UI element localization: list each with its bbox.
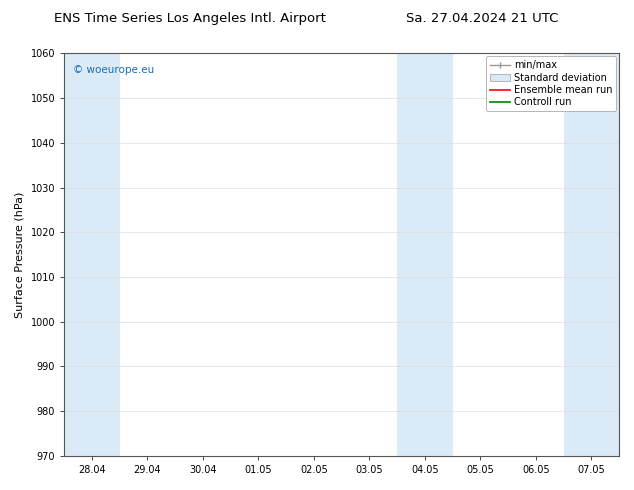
Text: Sa. 27.04.2024 21 UTC: Sa. 27.04.2024 21 UTC (406, 12, 558, 25)
Y-axis label: Surface Pressure (hPa): Surface Pressure (hPa) (15, 192, 25, 318)
Bar (564, 53, 619, 456)
Bar (397, 53, 453, 456)
Legend: min/max, Standard deviation, Ensemble mean run, Controll run: min/max, Standard deviation, Ensemble me… (486, 56, 616, 111)
Text: ENS Time Series Los Angeles Intl. Airport: ENS Time Series Los Angeles Intl. Airpor… (55, 12, 326, 25)
Bar (64, 53, 120, 456)
Text: © woeurope.eu: © woeurope.eu (72, 65, 154, 75)
